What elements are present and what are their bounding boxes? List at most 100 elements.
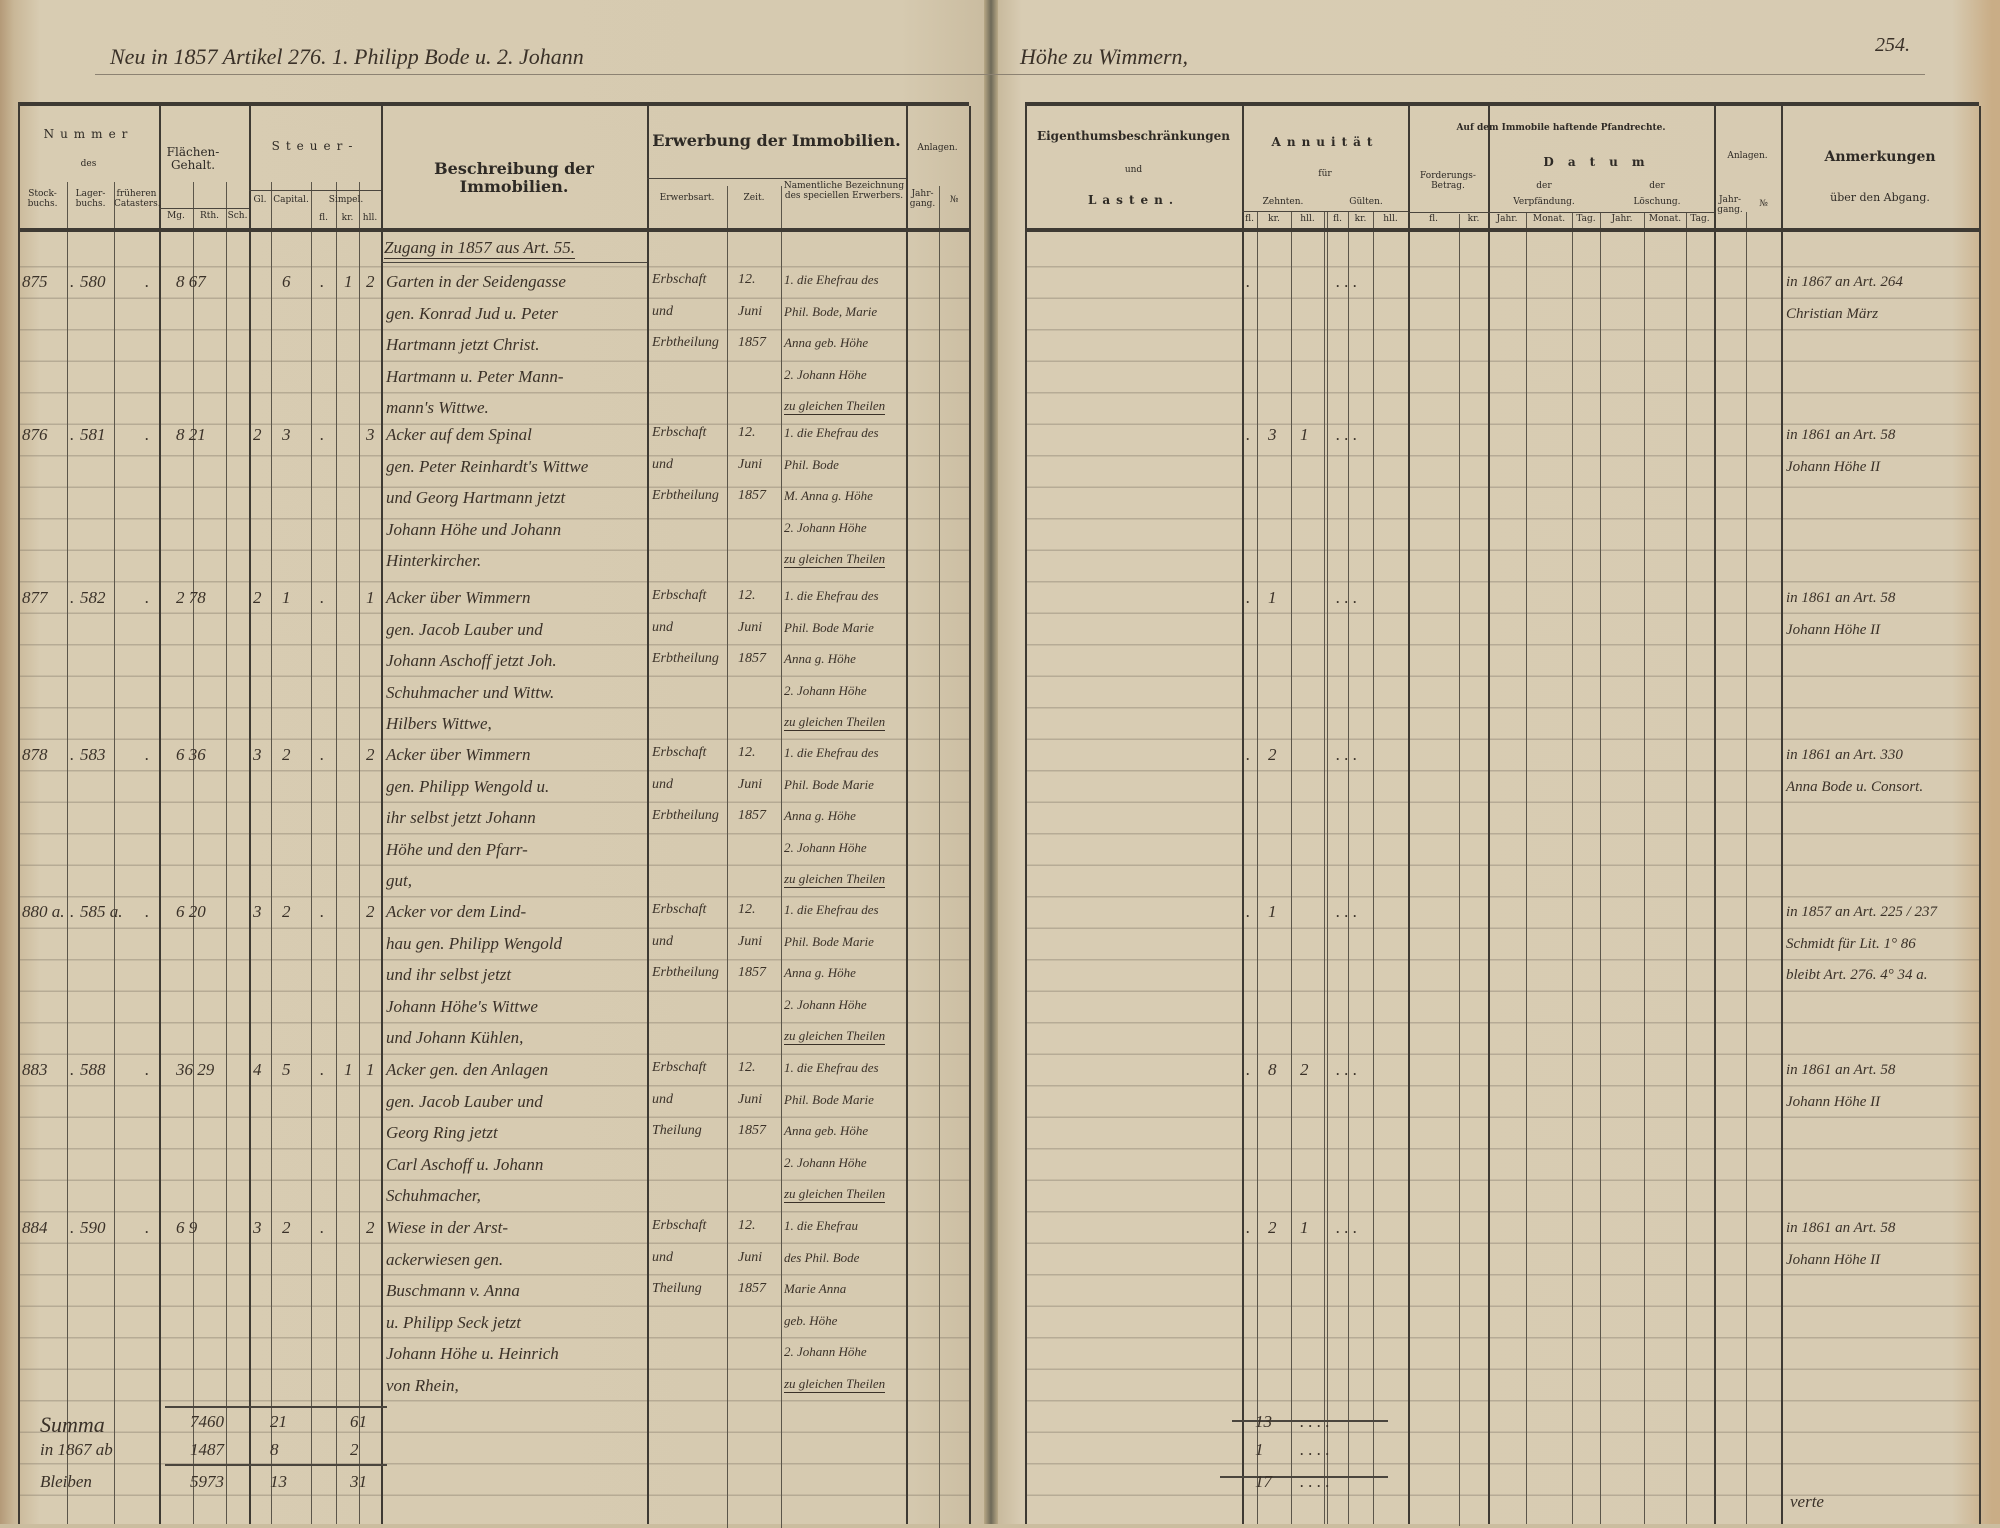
column-rule <box>1348 212 1349 1524</box>
zeit-line: 1857 <box>738 808 766 823</box>
total-annuitaet: 1 <box>1255 1440 1264 1459</box>
column-rule <box>114 182 115 1524</box>
hdr-simpel: Simpel. <box>328 195 364 205</box>
flaechen-gehalt: 6 36 <box>176 745 206 764</box>
zeit-line: 12. <box>738 1218 756 1233</box>
erwerber-line: zu gleichen Theilen <box>784 398 886 415</box>
lagerbuch-number: 588 <box>80 1060 106 1079</box>
simpel-kr: 1 <box>344 272 353 291</box>
totals-rule <box>1220 1476 1388 1478</box>
hdr-mg: Mg. <box>167 211 185 221</box>
beschreibung-line: Acker über Wimmern <box>386 588 531 607</box>
total-annuitaet-dots: . . . . <box>1300 1440 1330 1459</box>
annuitaet-zehnten-kr: 1 <box>1268 588 1277 607</box>
beschreibung-line: gen. Jacob Lauber und <box>386 1091 543 1111</box>
anmerkung-line: Johann Höhe II <box>1786 1093 1881 1110</box>
column-rule <box>1488 106 1490 1524</box>
annuitaet-zehnten-hl: 2 <box>1300 1060 1309 1079</box>
erwerbsart-line: Erbtheilung <box>652 651 719 666</box>
column-rule <box>18 106 20 1524</box>
erwerber-line: Phil. Bode Marie <box>784 1091 874 1107</box>
erwerber-line: 1. die Ehefrau des <box>784 425 879 440</box>
beschreibung-line: ackerwiesen gen. <box>386 1249 504 1269</box>
column-rule <box>1459 214 1460 1526</box>
anmerkung-line: bleibt Art. 276. 4° 34 a. <box>1786 967 1928 983</box>
anmerkung-line: in 1861 an Art. 58 <box>1786 1220 1896 1236</box>
column-rule <box>1324 212 1325 1524</box>
simpel-hl: 1 <box>366 588 375 607</box>
erwerber-line: 2. Johann Höhe <box>784 519 867 535</box>
hdr-zehnten-fl: fl. <box>1245 214 1254 224</box>
separator-dot: . <box>145 1060 150 1079</box>
header-line-right: Höhe zu Wimmern, <box>1020 44 1189 69</box>
erwerbsart-line: Theilung <box>652 1123 702 1138</box>
erwerber-line: Anna geb. Höhe <box>784 1123 869 1138</box>
hdr-forderung: Forderungs-Betrag. <box>1420 171 1476 191</box>
separator-dot: . <box>145 1218 150 1237</box>
erwerbsart-line: Erbschaft <box>652 745 707 760</box>
erwerbsart-line: Erbtheilung <box>652 335 719 350</box>
hdr-zehnten-hll: hll. <box>1300 214 1315 224</box>
simpel-kr: 1 <box>344 1060 353 1079</box>
annuitaet-guelten-dots: . . . <box>1336 1218 1358 1237</box>
hdr-anlagen: Anlagen. <box>917 143 958 153</box>
separator-dot: . <box>320 1060 325 1079</box>
simpel-hl: 2 <box>366 1218 375 1237</box>
anmerkung-line: in 1861 an Art. 58 <box>1786 427 1896 443</box>
annuitaet-guelten-dots: . . . <box>1336 425 1358 444</box>
hdr-nr-right: № <box>1759 199 1768 209</box>
erwerber-line: 2. Johann Höhe <box>784 839 867 855</box>
column-rule <box>647 106 649 1524</box>
annuitaet-zehnten-kr: 3 <box>1268 425 1277 444</box>
erwerber-line: zu gleichen Theilen <box>784 1028 886 1045</box>
beschreibung-line: mann's Wittwe. <box>386 398 489 417</box>
anmerkung-line: Christian März <box>1786 305 1879 322</box>
hdr-annuitaet: Annuität <box>1271 135 1379 149</box>
stockbuch-number: 883 <box>22 1060 48 1079</box>
flaechen-gehalt: 8 67 <box>176 272 206 291</box>
hdr-verpfaendung-tag: Tag. <box>1576 214 1596 224</box>
erwerber-line: Marie Anna <box>784 1281 847 1296</box>
anmerkung-line: in 1857 an Art. 225 / 237 <box>1786 904 1937 920</box>
hdr-erwerbung: Erwerbung der Immobilien. <box>652 131 901 150</box>
beschreibung-line: Johann Aschoff jetzt Joh. <box>386 651 557 670</box>
hdr-forderung-fl: fl. <box>1429 214 1438 224</box>
column-rule <box>271 182 272 1524</box>
stockbuch-number: 880 a. <box>22 902 65 921</box>
flaechen-gehalt: 6 9 <box>176 1218 198 1237</box>
column-rule <box>781 186 782 1528</box>
hdr-fuer: für <box>1318 169 1332 179</box>
zeit-line: Juni <box>738 933 763 949</box>
annuitaet-guelten-dots: . . . <box>1336 588 1358 607</box>
total-annuitaet: 13 <box>1255 1412 1272 1431</box>
separator-dot: . <box>70 745 75 764</box>
column-rule <box>226 182 227 1524</box>
hdr-rth: Rth. <box>199 211 220 221</box>
hdr-anmerkungen: Anmerkungen <box>1824 149 1936 165</box>
beschreibung-line: gut, <box>386 871 412 890</box>
total-label: Summa <box>40 1412 105 1437</box>
beschreibung-line: Johann Höhe u. Heinrich <box>386 1344 559 1363</box>
hdr-anlagen-right: Anlagen. <box>1727 151 1768 161</box>
column-rule <box>1746 212 1747 1524</box>
zeit-line: 1857 <box>738 965 766 980</box>
hdr-lagerbuchs: Lager-buchs. <box>75 189 106 209</box>
zeit-line: Juni <box>738 456 763 472</box>
lagerbuch-number: 580 <box>80 272 106 291</box>
hdr-und: und <box>1124 165 1143 175</box>
beschreibung-line: und Georg Hartmann jetzt <box>386 488 566 507</box>
column-rule <box>1408 106 1410 1524</box>
beschreibung-line: Hartmann jetzt Christ. <box>386 335 540 354</box>
beschreibung-line: Schuhmacher, <box>386 1186 481 1205</box>
column-rule <box>1327 212 1328 1524</box>
hdr-capital: Capital. <box>273 195 309 205</box>
anmerkung-line: in 1861 an Art. 330 <box>1786 747 1903 763</box>
beschreibung-line: Hinterkircher. <box>386 551 482 570</box>
hdr-fl: fl. <box>319 213 328 223</box>
erwerber-line: Phil. Bode, Marie <box>784 303 878 319</box>
hdr-der-1: der <box>1536 181 1552 191</box>
separator-dot: . <box>1246 588 1251 607</box>
hdr-zehnten: Zehnten. <box>1262 197 1304 207</box>
total-annuitaet: 17 <box>1255 1472 1272 1491</box>
ruled-lines <box>1025 236 1980 1524</box>
